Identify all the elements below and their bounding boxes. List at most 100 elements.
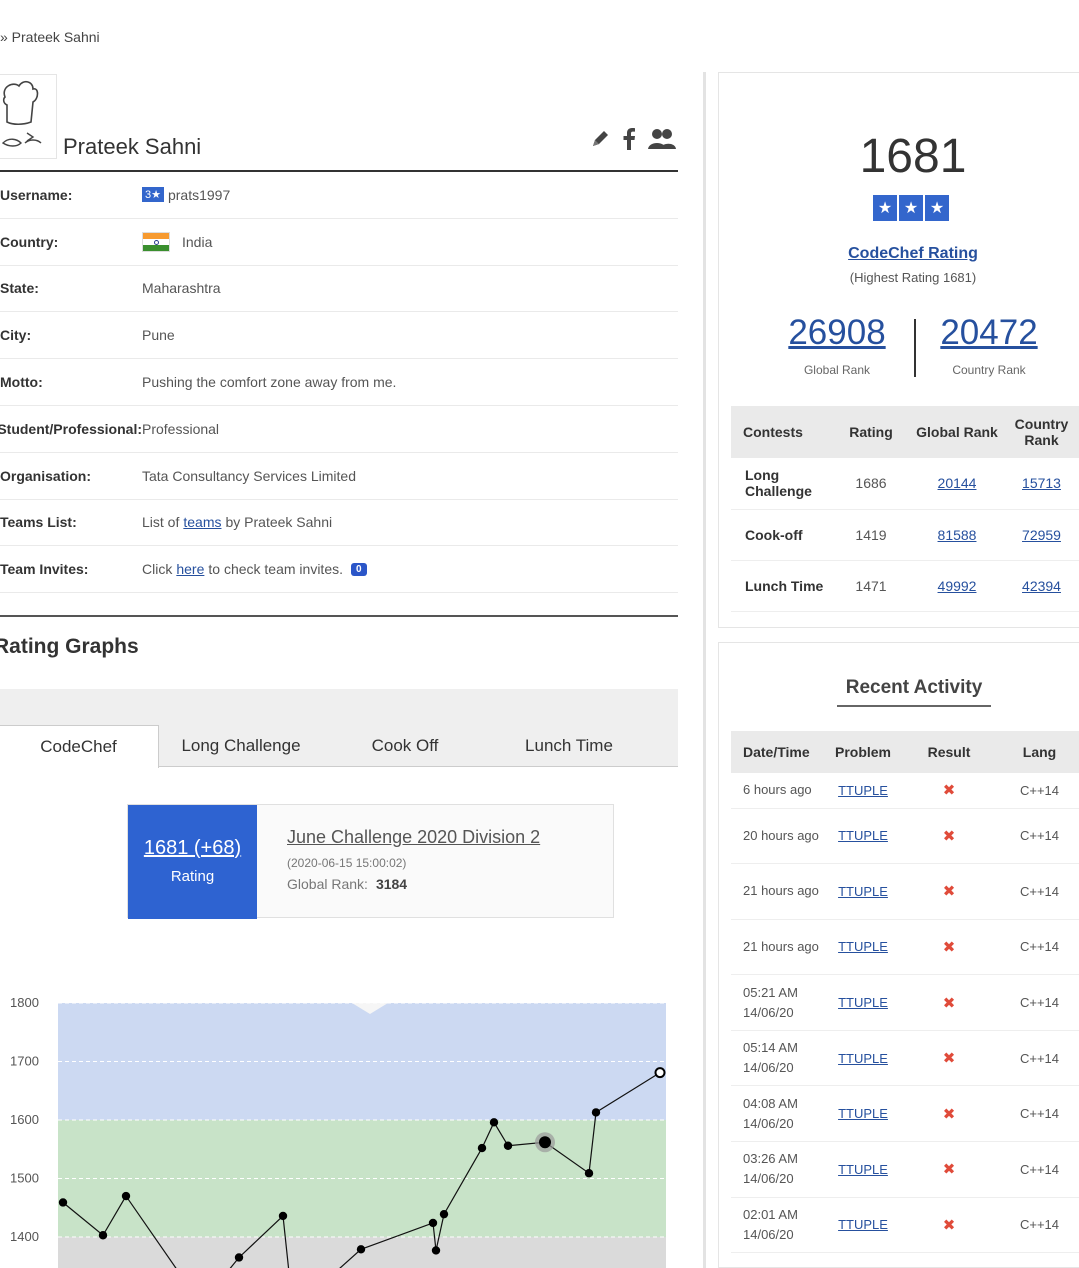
activity-problem[interactable]: TTUPLE <box>838 995 888 1011</box>
contest-country-rank[interactable]: 15713 <box>1022 475 1061 492</box>
state-value: Maharashtra <box>142 280 221 297</box>
data-point <box>654 1067 666 1079</box>
info-label: Motto: <box>0 374 43 391</box>
contest-country-rank[interactable]: 42394 <box>1022 577 1061 594</box>
info-row-country: Country: India <box>0 219 678 266</box>
users-icon[interactable] <box>648 128 676 155</box>
contest-global-rank[interactable]: 81588 <box>937 526 977 543</box>
data-point <box>431 1246 441 1255</box>
table-row: 04:08 AM 14/06/20 TTUPLE ✖ C++14 <box>731 1085 1079 1143</box>
global-rank-box: 26908 Global Rank <box>775 313 899 377</box>
data-point <box>234 1253 244 1262</box>
teams-link[interactable]: teams <box>183 514 222 531</box>
header-divider <box>0 170 678 172</box>
column-header: Problem <box>827 731 899 773</box>
column-divider <box>703 72 706 1268</box>
star-icon: ★ <box>873 195 897 221</box>
column-header: Result <box>899 731 999 773</box>
data-point <box>591 1108 601 1117</box>
activity-time: 21 hours ago <box>731 919 827 976</box>
info-row-professional: Student/Professional: Professional <box>0 406 678 453</box>
tooltip-date: (2020-06-15 15:00:02) <box>287 856 407 870</box>
profile-name: Prateek Sahni <box>63 134 202 159</box>
city-value: Pune <box>142 327 175 344</box>
column-header: Country Rank <box>1003 406 1079 458</box>
tooltip-global-rank: Global Rank: 3184 <box>287 876 540 892</box>
table-header-row: Date/Time Problem Result Lang <box>731 731 1079 773</box>
activity-problem[interactable]: TTUPLE <box>838 828 888 844</box>
tooltip-rating[interactable]: 1681 (+68) <box>143 837 242 859</box>
username-value[interactable]: prats1997 <box>167 186 231 203</box>
activity-lang: C++14 <box>999 1030 1079 1087</box>
tooltip-global-rank-label: Global Rank: <box>287 876 368 892</box>
wrong-answer-icon: ✖ <box>942 1105 956 1123</box>
data-point <box>539 1136 551 1149</box>
highest-rating: (Highest Rating 1681) <box>849 270 977 285</box>
wrong-answer-icon: ✖ <box>942 883 956 901</box>
activity-problem[interactable]: TTUPLE <box>838 1050 888 1066</box>
table-row: 21 hours ago TTUPLE ✖ C++14 <box>731 863 1079 920</box>
y-tick-label: 1700 <box>10 1054 39 1069</box>
contest-name: Long Challenge <box>731 458 831 510</box>
tab-codechef[interactable]: CodeChef <box>0 725 159 768</box>
tooltip-global-rank-value: 3184 <box>375 876 408 892</box>
table-row: 6 hours ago TTUPLE ✖ C++14 <box>731 773 1079 809</box>
global-rank-label: Global Rank <box>803 363 871 377</box>
tab-lunch-time[interactable]: Lunch Time <box>525 736 613 755</box>
contest-global-rank[interactable]: 49992 <box>937 577 977 594</box>
activity-problem[interactable]: TTUPLE <box>838 782 888 798</box>
column-header: Contests <box>731 406 831 458</box>
activity-time: 6 hours ago <box>731 773 827 809</box>
contest-country-rank[interactable]: 72959 <box>1022 526 1061 543</box>
activity-problem[interactable]: TTUPLE <box>838 939 888 955</box>
column-header: Date/Time <box>731 731 827 773</box>
activity-problem[interactable]: TTUPLE <box>838 883 888 899</box>
activity-problem[interactable]: TTUPLE <box>838 1161 888 1177</box>
organisation-value: Tata Consultancy Services Limited <box>142 467 356 484</box>
rating-graphs-title: Rating Graphs <box>0 635 139 658</box>
table-row: 21 hours ago TTUPLE ✖ C++14 <box>731 919 1079 976</box>
activity-lang: C++14 <box>999 919 1079 976</box>
activity-lang: C++14 <box>999 974 1079 1031</box>
tab-cook-off[interactable]: Cook Off <box>371 736 439 755</box>
data-point <box>278 1211 288 1221</box>
contest-name: Lunch Time <box>731 560 831 612</box>
tooltip-contest[interactable]: June Challenge 2020 Division 2 <box>287 827 541 847</box>
data-point <box>584 1169 594 1178</box>
wrong-answer-icon: ✖ <box>942 782 956 800</box>
rating-value: 1681 <box>859 130 967 183</box>
contests-table: Contests Rating Global Rank Country Rank… <box>731 406 1079 612</box>
activity-problem[interactable]: TTUPLE <box>838 1217 888 1233</box>
avatar <box>0 74 57 159</box>
star-icon: ★ <box>925 195 949 221</box>
table-row: Long Challenge 1686 20144 15713 <box>731 458 1079 510</box>
info-row-city: City: Pune <box>0 312 678 360</box>
global-rank-value[interactable]: 26908 <box>788 313 886 352</box>
invite-count-badge[interactable]: 0 <box>351 562 367 576</box>
info-label: State: <box>0 280 39 297</box>
table-header-row: Contests Rating Global Rank Country Rank <box>731 406 1079 458</box>
activity-time: 02:01 AM 14/06/20 <box>731 1197 827 1254</box>
activity-problem[interactable]: TTUPLE <box>838 1106 888 1122</box>
column-header: Rating <box>831 406 911 458</box>
activity-lang: C++14 <box>999 773 1079 809</box>
activity-lang: C++14 <box>999 1085 1079 1143</box>
contest-rating: 1471 <box>831 560 911 612</box>
data-point <box>503 1141 513 1150</box>
facebook-icon[interactable] <box>622 128 636 155</box>
activity-lang: C++14 <box>999 1197 1079 1254</box>
activity-time: 03:26 AM 14/06/20 <box>731 1141 827 1198</box>
info-row-motto: Motto: Pushing the comfort zone away fro… <box>0 359 678 406</box>
tab-long-challenge[interactable]: Long Challenge <box>181 736 301 755</box>
invites-link[interactable]: here <box>176 561 205 578</box>
table-row: 02:01 AM 14/06/20 TTUPLE ✖ C++14 <box>731 1197 1079 1254</box>
country-rank-value[interactable]: 20472 <box>940 313 1038 352</box>
y-tick-label: 1800 <box>10 995 39 1010</box>
contest-global-rank[interactable]: 20144 <box>937 475 977 492</box>
info-label: Organisation: <box>0 467 92 484</box>
tooltip-rating-box: 1681 (+68) Rating <box>128 805 257 919</box>
section-divider <box>0 615 678 617</box>
pencil-icon[interactable] <box>590 129 610 154</box>
codechef-rating-link[interactable]: CodeChef Rating <box>848 245 978 262</box>
